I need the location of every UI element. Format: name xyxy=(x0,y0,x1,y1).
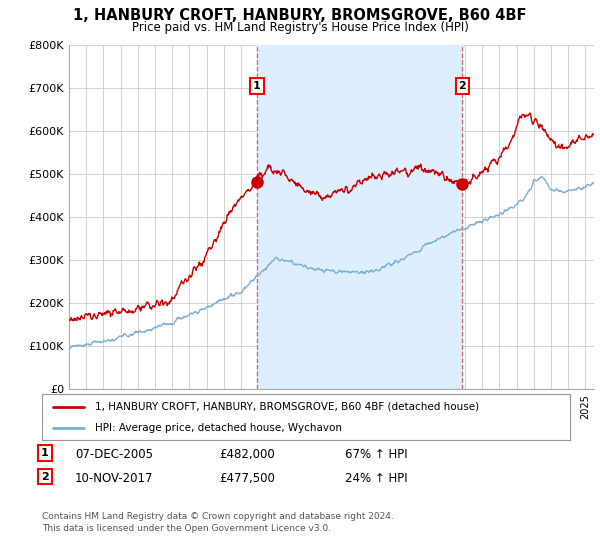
Text: 67% ↑ HPI: 67% ↑ HPI xyxy=(345,448,407,461)
Text: £477,500: £477,500 xyxy=(219,472,275,484)
Text: 2: 2 xyxy=(41,472,49,482)
Text: HPI: Average price, detached house, Wychavon: HPI: Average price, detached house, Wych… xyxy=(95,423,342,433)
Bar xyxy=(257,45,463,389)
Text: 1: 1 xyxy=(41,448,49,458)
Text: 24% ↑ HPI: 24% ↑ HPI xyxy=(345,472,407,484)
Text: 1: 1 xyxy=(253,81,261,91)
Text: Price paid vs. HM Land Registry's House Price Index (HPI): Price paid vs. HM Land Registry's House … xyxy=(131,21,469,34)
Text: 2: 2 xyxy=(458,81,466,91)
Text: 10-NOV-2017: 10-NOV-2017 xyxy=(75,472,154,484)
Text: 1, HANBURY CROFT, HANBURY, BROMSGROVE, B60 4BF (detached house): 1, HANBURY CROFT, HANBURY, BROMSGROVE, B… xyxy=(95,402,479,412)
Text: Contains HM Land Registry data © Crown copyright and database right 2024.
This d: Contains HM Land Registry data © Crown c… xyxy=(42,512,394,533)
Text: £482,000: £482,000 xyxy=(219,448,275,461)
Text: 1, HANBURY CROFT, HANBURY, BROMSGROVE, B60 4BF: 1, HANBURY CROFT, HANBURY, BROMSGROVE, B… xyxy=(73,8,527,24)
Text: 07-DEC-2005: 07-DEC-2005 xyxy=(75,448,153,461)
